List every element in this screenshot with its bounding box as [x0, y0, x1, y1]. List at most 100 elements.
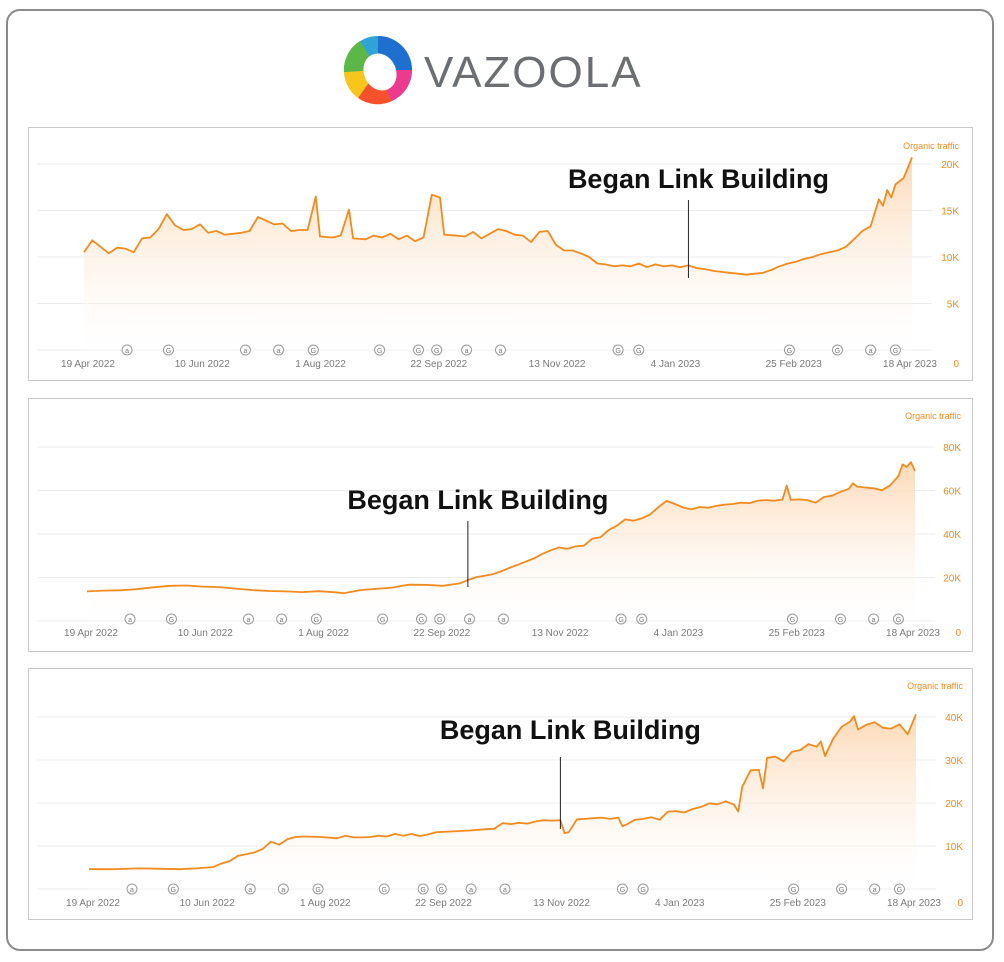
svg-text:G: G	[636, 348, 641, 355]
x-tick-label: 18 Apr 2023	[886, 628, 940, 639]
y-tick-label: 15K	[941, 207, 959, 218]
svg-text:a: a	[499, 348, 503, 355]
svg-text:G: G	[893, 348, 898, 355]
google-update-marker[interactable]: G	[836, 883, 848, 895]
svg-text:G: G	[835, 348, 840, 355]
annotation-text: Began Link Building	[347, 485, 608, 515]
google-update-marker[interactable]: G	[636, 613, 648, 625]
ahrefs-update-marker[interactable]: a	[494, 344, 506, 356]
google-update-marker[interactable]: G	[165, 613, 177, 625]
google-update-marker[interactable]: G	[616, 883, 628, 895]
ahrefs-update-marker[interactable]: a	[273, 344, 285, 356]
ahrefs-update-marker[interactable]: a	[124, 613, 136, 625]
ahrefs-update-marker[interactable]: a	[277, 883, 289, 895]
google-update-marker[interactable]: G	[834, 613, 846, 625]
ahrefs-update-marker[interactable]: a	[276, 613, 288, 625]
ahrefs-update-marker[interactable]: a	[499, 883, 511, 895]
google-update-marker[interactable]: G	[612, 344, 624, 356]
ahrefs-update-marker[interactable]: a	[464, 613, 476, 625]
y-tick-label: 20K	[941, 160, 959, 171]
ahrefs-update-marker[interactable]: a	[865, 344, 877, 356]
svg-text:a: a	[873, 887, 877, 894]
ahrefs-update-marker[interactable]: a	[126, 883, 138, 895]
ahrefs-update-marker[interactable]: a	[242, 613, 254, 625]
annotation-text: Began Link Building	[568, 164, 829, 194]
x-tick-label: 1 Aug 2022	[300, 898, 351, 909]
svg-text:G: G	[315, 887, 320, 894]
traffic-area	[87, 462, 915, 621]
google-update-marker[interactable]: G	[435, 883, 447, 895]
google-update-marker[interactable]: G	[413, 344, 425, 356]
google-update-marker[interactable]: G	[378, 883, 390, 895]
annotation-text: Began Link Building	[440, 715, 701, 745]
google-update-marker[interactable]: G	[783, 344, 795, 356]
traffic-area	[89, 714, 916, 889]
y-tick-label: 80K	[943, 443, 961, 454]
google-update-marker[interactable]: G	[831, 344, 843, 356]
vazoola-logo: VAZOOLA	[340, 32, 660, 108]
svg-text:G: G	[439, 887, 444, 894]
svg-text:G: G	[169, 617, 174, 624]
google-update-marker[interactable]: G	[310, 613, 322, 625]
y-tick-label: 20K	[943, 574, 961, 585]
google-update-marker[interactable]: G	[892, 613, 904, 625]
google-update-marker[interactable]: G	[377, 613, 389, 625]
x-tick-label: 25 Feb 2023	[770, 898, 827, 909]
svg-text:a: a	[468, 617, 472, 624]
x-tick-label: 10 Jun 2022	[175, 359, 230, 370]
x-tick-label: 4 Jan 2023	[654, 628, 704, 639]
google-update-marker[interactable]: G	[615, 613, 627, 625]
svg-text:a: a	[248, 887, 252, 894]
svg-text:G: G	[790, 617, 795, 624]
google-update-marker[interactable]: G	[637, 883, 649, 895]
x-tick-label: 19 Apr 2022	[61, 359, 115, 370]
svg-text:G: G	[897, 887, 902, 894]
google-update-marker[interactable]: G	[374, 344, 386, 356]
series-label: Organic traffic	[907, 681, 963, 691]
x-tick-label: 18 Apr 2023	[887, 898, 941, 909]
google-update-marker[interactable]: G	[786, 613, 798, 625]
google-update-marker[interactable]: G	[167, 883, 179, 895]
svg-text:a: a	[465, 348, 469, 355]
x-tick-label: 18 Apr 2023	[883, 359, 937, 370]
google-update-marker[interactable]: G	[633, 344, 645, 356]
x-tick-label: 22 Sep 2022	[413, 628, 470, 639]
google-update-marker[interactable]: G	[889, 344, 901, 356]
svg-text:a: a	[502, 617, 506, 624]
google-update-marker[interactable]: G	[417, 883, 429, 895]
ahrefs-update-marker[interactable]: a	[497, 613, 509, 625]
ahrefs-update-marker[interactable]: a	[121, 344, 133, 356]
ahrefs-update-marker[interactable]: a	[244, 883, 256, 895]
y-tick-label: 40K	[943, 530, 961, 541]
svg-text:G: G	[620, 887, 625, 894]
svg-text:G: G	[380, 617, 385, 624]
google-update-marker[interactable]: G	[434, 613, 446, 625]
ahrefs-update-marker[interactable]: a	[239, 344, 251, 356]
google-update-marker[interactable]: G	[893, 883, 905, 895]
google-update-marker[interactable]: G	[307, 344, 319, 356]
svg-text:a: a	[247, 617, 251, 624]
traffic-line	[89, 714, 917, 871]
svg-text:a: a	[872, 617, 876, 624]
ahrefs-update-marker[interactable]: a	[465, 883, 477, 895]
google-update-marker[interactable]: G	[162, 344, 174, 356]
svg-text:a: a	[244, 348, 248, 355]
svg-text:G: G	[314, 617, 319, 624]
svg-text:a: a	[128, 617, 132, 624]
google-update-marker[interactable]: G	[788, 883, 800, 895]
google-update-marker[interactable]: G	[416, 613, 428, 625]
ahrefs-update-marker[interactable]: a	[869, 883, 881, 895]
ahrefs-update-marker[interactable]: a	[868, 613, 880, 625]
y-tick-label: 10K	[945, 842, 963, 853]
x-tick-label: 4 Jan 2023	[655, 898, 705, 909]
svg-text:G: G	[434, 348, 439, 355]
google-update-marker[interactable]: G	[431, 344, 443, 356]
x-tick-label: 19 Apr 2022	[66, 898, 120, 909]
ahrefs-update-marker[interactable]: a	[461, 344, 473, 356]
google-update-marker[interactable]: G	[312, 883, 324, 895]
